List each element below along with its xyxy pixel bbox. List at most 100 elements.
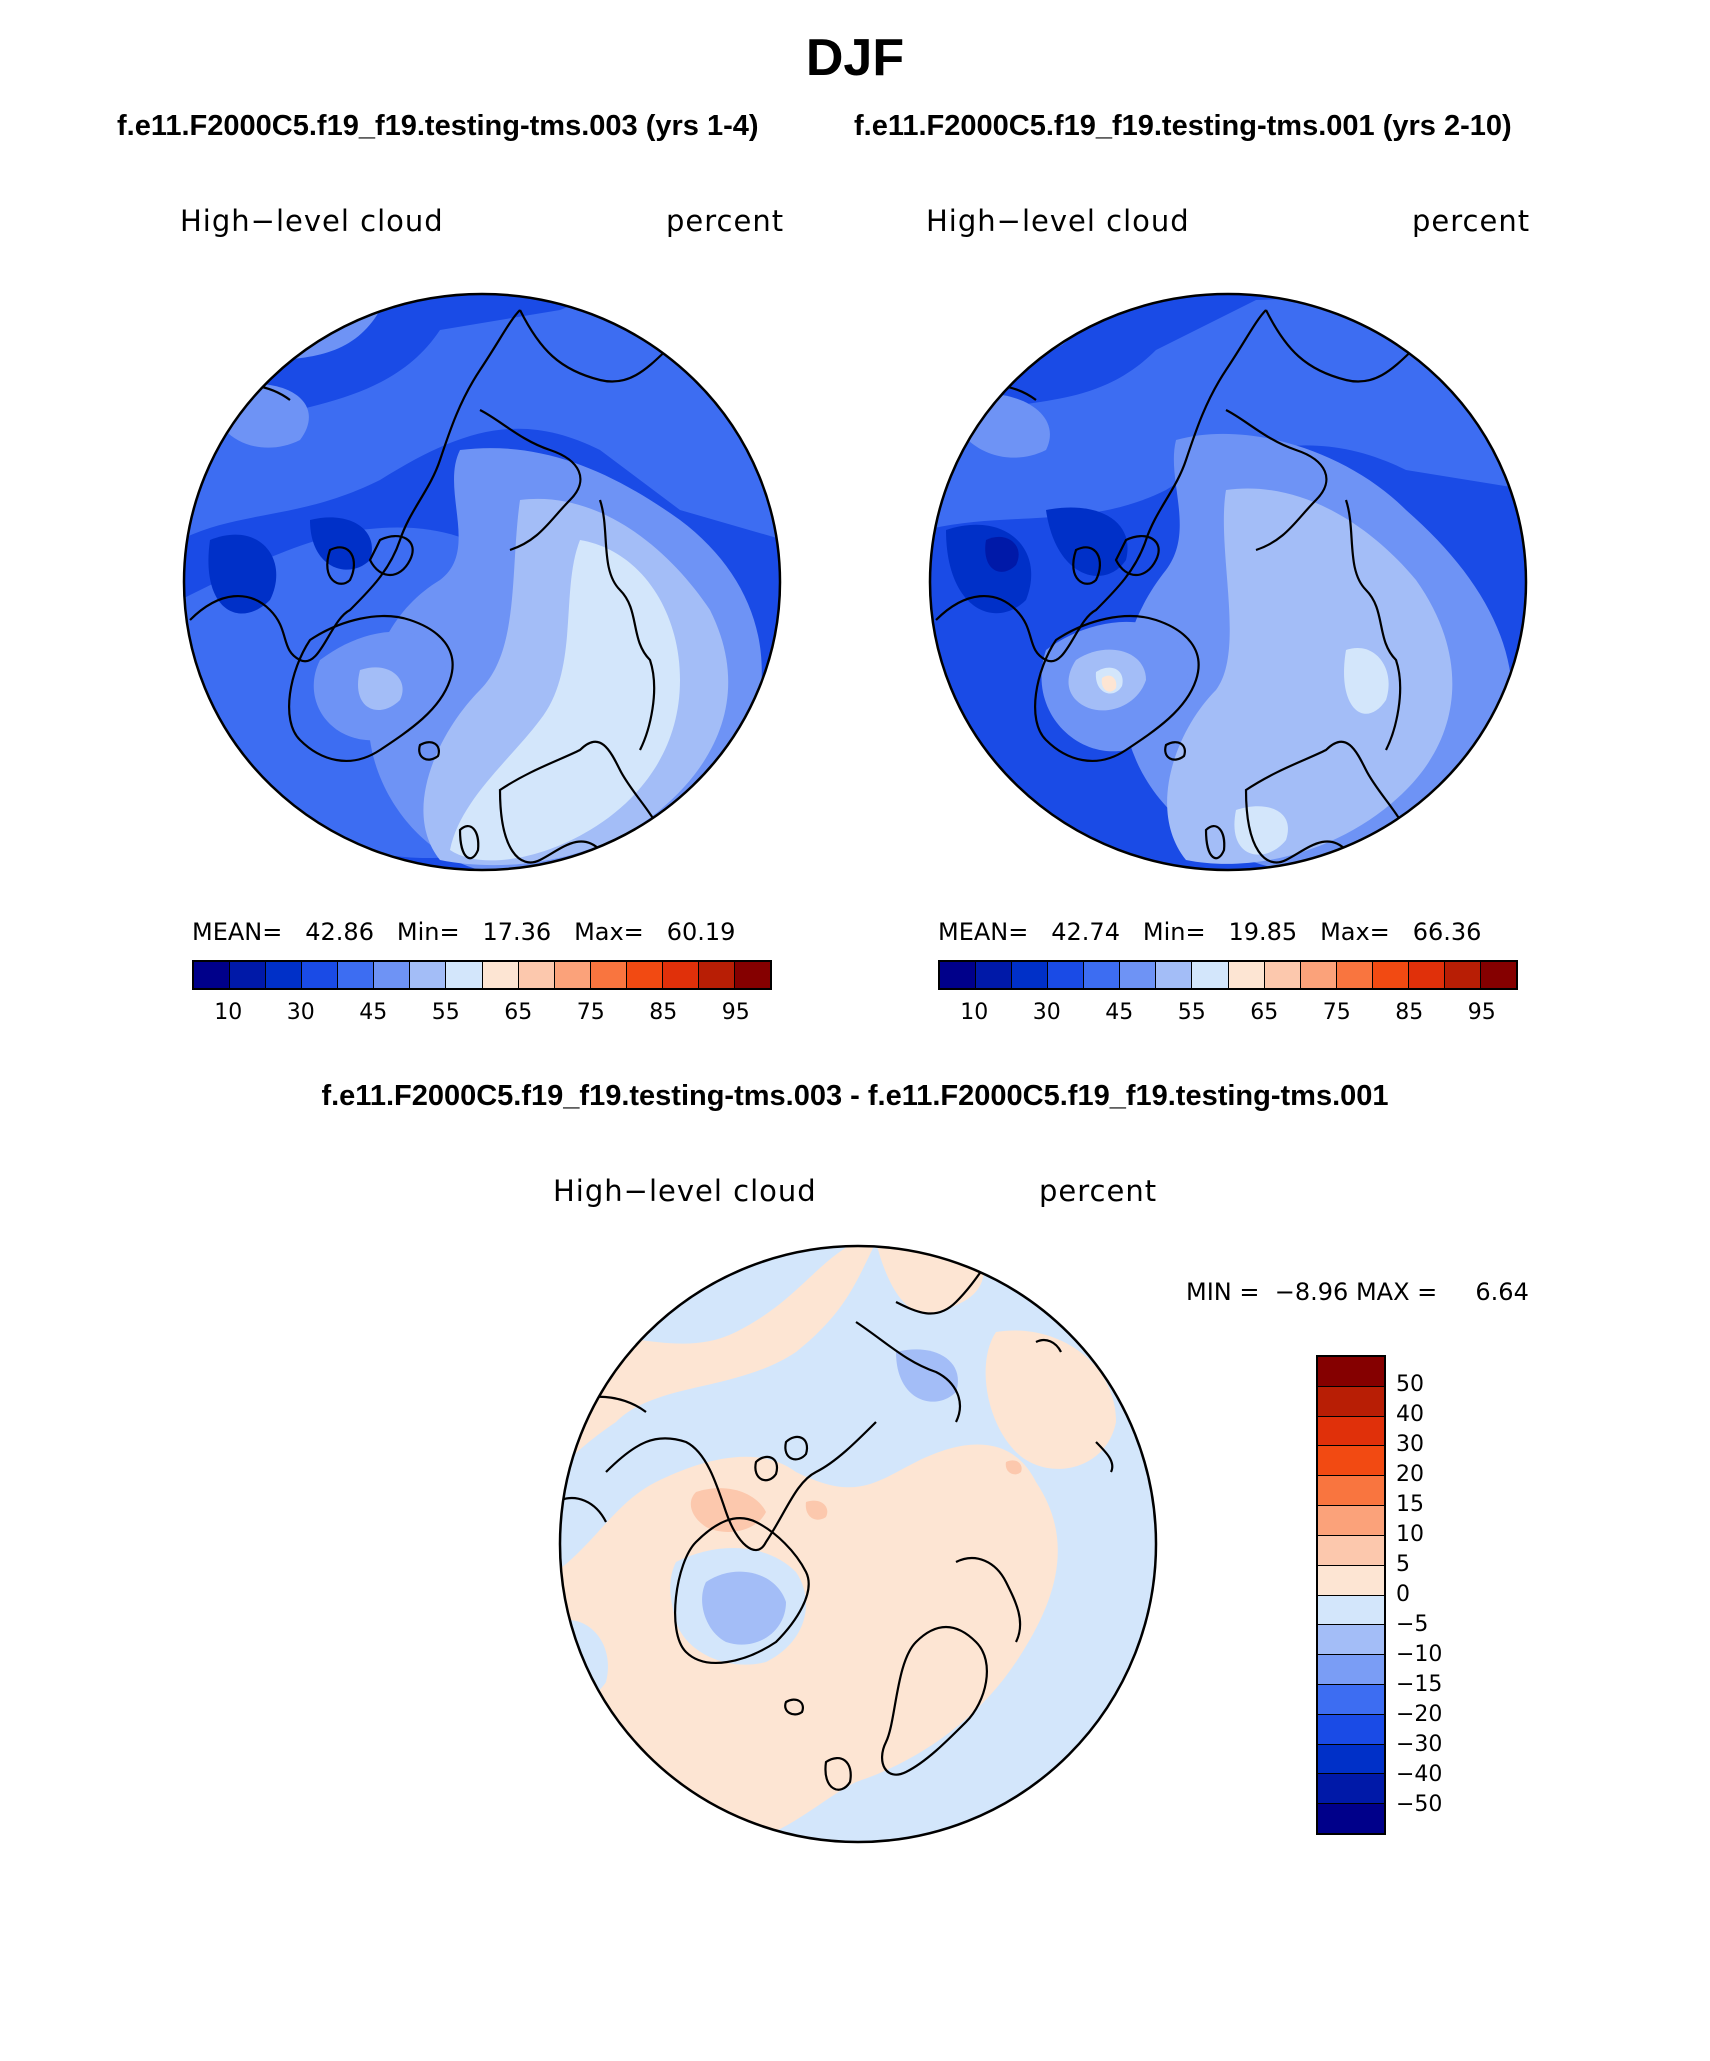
right-case-title: f.e11.F2000C5.f19_f19.testing-tms.001 (y… xyxy=(854,110,1512,142)
left-units-label: percent xyxy=(666,204,785,238)
right-colorbar-ticks: 10 30 45 55 65 75 85 95 xyxy=(938,1000,1518,1030)
difference-colorbar-tick-label: 40 xyxy=(1396,1402,1424,1427)
colorbar-swatch xyxy=(1012,962,1049,988)
difference-min-label: MIN = xyxy=(1186,1278,1260,1306)
difference-colorbar-tick-label: −20 xyxy=(1396,1702,1443,1727)
colorbar-swatch xyxy=(976,962,1013,988)
colorbar-swatch xyxy=(266,962,303,988)
difference-colorbar-tick-label: −10 xyxy=(1396,1642,1443,1667)
colorbar-swatch xyxy=(1300,962,1337,988)
left-colorbar-ticks: 10 30 45 55 65 75 85 95 xyxy=(192,1000,772,1030)
difference-colorbar-tick-label: −15 xyxy=(1396,1672,1443,1697)
difference-colorbar-tick-label: 10 xyxy=(1396,1522,1424,1547)
colorbar-swatch xyxy=(482,962,519,988)
right-variable-label: High−level cloud xyxy=(926,204,1190,238)
colorbar-tick-label: 85 xyxy=(649,1000,678,1025)
left-stats: MEAN= 42.86 Min= 17.36 Max= 60.19 xyxy=(192,918,735,946)
difference-colorbar-swatch xyxy=(1318,1506,1384,1536)
difference-colorbar-tick-label: −50 xyxy=(1396,1792,1443,1817)
difference-min-value: −8.96 xyxy=(1274,1278,1349,1306)
colorbar-swatch xyxy=(590,962,627,988)
colorbar-tick-label: 45 xyxy=(1105,1000,1134,1025)
colorbar-swatch xyxy=(518,962,555,988)
difference-colorbar-ticks: 50 40 30 20 15 10 5 0 −5 −10 −15 −20 −30 −40 −50 xyxy=(1396,1355,1516,1835)
colorbar-swatch xyxy=(1372,962,1409,988)
difference-colorbar-swatch xyxy=(1318,1416,1384,1447)
colorbar-swatch xyxy=(626,962,663,988)
left-colorbar xyxy=(192,960,772,990)
colorbar-tick-label: 55 xyxy=(1177,1000,1206,1025)
difference-colorbar-swatch xyxy=(1318,1535,1384,1566)
difference-colorbar-tick-label: 20 xyxy=(1396,1462,1424,1487)
colorbar-swatch xyxy=(1444,962,1481,988)
difference-colorbar-tick-label: −30 xyxy=(1396,1732,1443,1757)
difference-colorbar-tick-label: −40 xyxy=(1396,1762,1443,1787)
colorbar-swatch xyxy=(1228,962,1265,988)
colorbar-swatch xyxy=(194,962,231,988)
colorbar-swatch xyxy=(1336,962,1373,988)
colorbar-swatch xyxy=(1048,962,1085,988)
colorbar-tick-label: 95 xyxy=(721,1000,750,1025)
colorbar-swatch xyxy=(1480,962,1516,988)
colorbar-tick-label: 75 xyxy=(576,1000,605,1025)
difference-colorbar-tick-label: 0 xyxy=(1396,1582,1410,1607)
left-min-label: Min= xyxy=(396,918,460,946)
colorbar-swatch xyxy=(554,962,591,988)
colorbar-tick-label: 75 xyxy=(1322,1000,1351,1025)
colorbar-tick-label: 95 xyxy=(1467,1000,1496,1025)
difference-colorbar-swatch xyxy=(1318,1595,1384,1626)
left-mean-value: 42.86 xyxy=(305,918,374,946)
right-polar-map xyxy=(928,292,1528,872)
difference-colorbar-swatch xyxy=(1318,1565,1384,1596)
colorbar-swatch xyxy=(1084,962,1121,988)
colorbar-tick-label: 30 xyxy=(1032,1000,1061,1025)
colorbar-tick-label: 30 xyxy=(286,1000,315,1025)
colorbar-swatch xyxy=(230,962,267,988)
colorbar-tick-label: 65 xyxy=(504,1000,533,1025)
difference-max-value: 6.64 xyxy=(1475,1278,1529,1306)
left-case-title: f.e11.F2000C5.f19_f19.testing-tms.003 (y… xyxy=(117,110,759,142)
left-min-value: 17.36 xyxy=(482,918,552,946)
colorbar-swatch xyxy=(698,962,735,988)
colorbar-swatch xyxy=(662,962,699,988)
difference-max-label: MAX = xyxy=(1355,1278,1438,1306)
difference-colorbar-swatch xyxy=(1318,1744,1384,1775)
difference-colorbar-swatch xyxy=(1318,1714,1384,1745)
difference-colorbar-tick-label: 15 xyxy=(1396,1492,1424,1517)
difference-colorbar-tick-label: 5 xyxy=(1396,1552,1410,1577)
right-colorbar xyxy=(938,960,1518,990)
colorbar-tick-label: 65 xyxy=(1250,1000,1279,1025)
page-title: DJF xyxy=(805,29,905,87)
difference-colorbar-swatch xyxy=(1318,1446,1384,1477)
difference-colorbar-swatch xyxy=(1318,1357,1384,1387)
difference-title: f.e11.F2000C5.f19_f19.testing-tms.003 - … xyxy=(321,1080,1389,1112)
right-mean-label: MEAN= xyxy=(938,918,1029,946)
difference-min-max: MIN = −8.96 MAX = 6.64 xyxy=(1186,1278,1529,1306)
colorbar-tick-label: 10 xyxy=(960,1000,989,1025)
colorbar-tick-label: 55 xyxy=(431,1000,460,1025)
colorbar-swatch xyxy=(1156,962,1193,988)
difference-colorbar-swatch xyxy=(1318,1386,1384,1417)
colorbar-swatch xyxy=(1408,962,1445,988)
colorbar-swatch xyxy=(1120,962,1157,988)
difference-colorbar-swatch xyxy=(1318,1774,1384,1805)
difference-colorbar-swatch xyxy=(1318,1655,1384,1685)
left-polar-map xyxy=(182,292,782,872)
difference-colorbar-swatch xyxy=(1318,1684,1384,1715)
colorbar-swatch xyxy=(446,962,483,988)
right-max-label: Max= xyxy=(1320,918,1390,946)
difference-colorbar-tick-label: 50 xyxy=(1396,1372,1424,1397)
difference-units-label: percent xyxy=(1039,1174,1158,1208)
colorbar-tick-label: 45 xyxy=(359,1000,388,1025)
left-max-label: Max= xyxy=(574,918,644,946)
difference-colorbar-swatch xyxy=(1318,1804,1384,1833)
left-variable-label: High−level cloud xyxy=(180,204,444,238)
right-stats: MEAN= 42.74 Min= 19.85 Max= 66.36 xyxy=(938,918,1481,946)
colorbar-swatch xyxy=(734,962,770,988)
colorbar-swatch xyxy=(302,962,339,988)
left-max-value: 60.19 xyxy=(666,918,736,946)
colorbar-swatch xyxy=(338,962,375,988)
right-max-value: 66.36 xyxy=(1412,918,1482,946)
difference-polar-map xyxy=(558,1244,1158,1844)
right-mean-value: 42.74 xyxy=(1051,918,1120,946)
